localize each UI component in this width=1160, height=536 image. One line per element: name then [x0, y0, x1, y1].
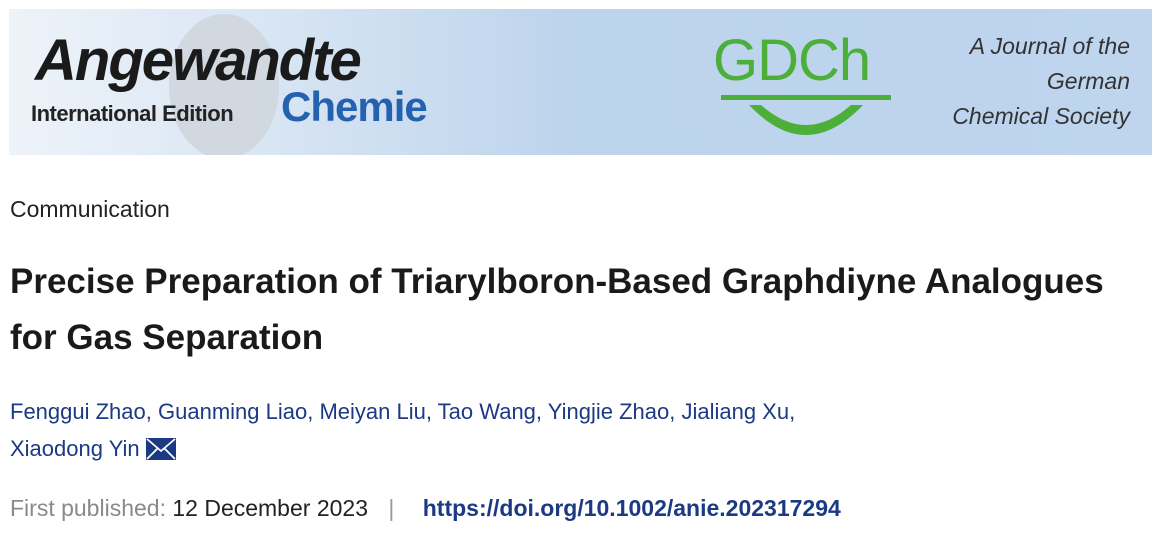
- tagline-line: German: [1046, 68, 1130, 94]
- article-type: Communication: [10, 196, 170, 222]
- gdch-bowl-icon: [721, 95, 891, 135]
- journal-logo-chemie: Chemie: [281, 83, 428, 130]
- author-link[interactable]: Guanming Liao: [158, 399, 308, 424]
- author-link[interactable]: Jialiang Xu: [681, 399, 790, 424]
- author-link[interactable]: Xiaodong Yin: [10, 436, 140, 461]
- journal-banner[interactable]: Angewandte International Edition Chemie …: [9, 9, 1152, 155]
- author-link[interactable]: Fenggui Zhao: [10, 399, 146, 424]
- banner-decoration: [169, 14, 279, 155]
- author-link[interactable]: Meiyan Liu: [319, 399, 426, 424]
- tagline-line: Chemical Society: [952, 103, 1130, 129]
- author-list: Fenggui Zhao, Guanming Liao, Meiyan Liu,…: [10, 399, 796, 461]
- first-published-date: 12 December 2023: [172, 495, 368, 521]
- mail-icon[interactable]: [145, 438, 176, 460]
- tagline-line: A Journal of the: [969, 33, 1130, 59]
- doi-link[interactable]: https://doi.org/10.1002/anie.202317294: [422, 495, 841, 521]
- publication-info: First published: 12 December 2023 | http…: [10, 495, 841, 522]
- first-published-label: First published:: [10, 495, 166, 521]
- author-link[interactable]: Tao Wang: [437, 399, 536, 424]
- journal-logo-edition: International Edition: [31, 101, 234, 126]
- society-tagline: A Journal of the German Chemical Society: [952, 29, 1130, 134]
- separator: |: [388, 495, 395, 521]
- gdch-logo: GDCh: [713, 28, 871, 93]
- journal-logo-name: Angewandte: [35, 28, 362, 93]
- article-title: Precise Preparation of Triarylboron-Base…: [10, 262, 1104, 357]
- author-link[interactable]: Yingjie Zhao: [547, 399, 670, 424]
